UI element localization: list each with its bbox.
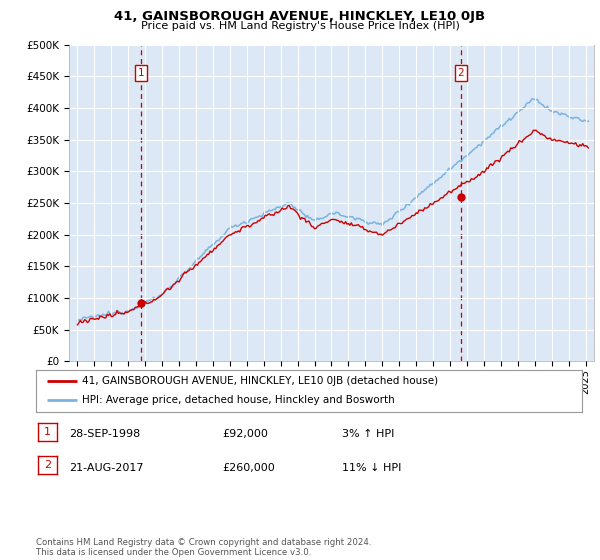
Text: HPI: Average price, detached house, Hinckley and Bosworth: HPI: Average price, detached house, Hinc… bbox=[82, 395, 395, 405]
Text: 41, GAINSBOROUGH AVENUE, HINCKLEY, LE10 0JB: 41, GAINSBOROUGH AVENUE, HINCKLEY, LE10 … bbox=[115, 10, 485, 22]
Text: 21-AUG-2017: 21-AUG-2017 bbox=[69, 463, 143, 473]
Text: £260,000: £260,000 bbox=[222, 463, 275, 473]
Text: 28-SEP-1998: 28-SEP-1998 bbox=[69, 429, 140, 439]
Text: 3% ↑ HPI: 3% ↑ HPI bbox=[342, 429, 394, 439]
Text: 11% ↓ HPI: 11% ↓ HPI bbox=[342, 463, 401, 473]
Text: Contains HM Land Registry data © Crown copyright and database right 2024.
This d: Contains HM Land Registry data © Crown c… bbox=[36, 538, 371, 557]
Text: 1: 1 bbox=[137, 68, 144, 78]
Text: Price paid vs. HM Land Registry's House Price Index (HPI): Price paid vs. HM Land Registry's House … bbox=[140, 21, 460, 31]
Text: 41, GAINSBOROUGH AVENUE, HINCKLEY, LE10 0JB (detached house): 41, GAINSBOROUGH AVENUE, HINCKLEY, LE10 … bbox=[82, 376, 439, 386]
Text: 2: 2 bbox=[44, 460, 51, 470]
Text: 1: 1 bbox=[44, 427, 51, 437]
Text: £92,000: £92,000 bbox=[222, 429, 268, 439]
Text: 2: 2 bbox=[458, 68, 464, 78]
